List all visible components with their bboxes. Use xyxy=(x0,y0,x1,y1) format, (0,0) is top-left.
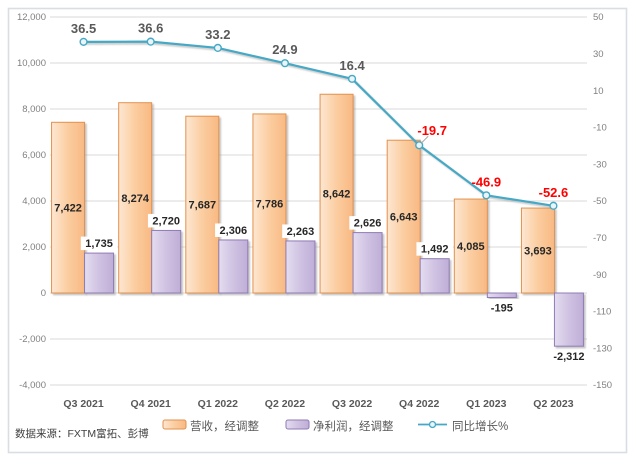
net-profit-bar xyxy=(218,239,249,294)
net-profit-bar xyxy=(419,258,450,294)
revenue-bar xyxy=(118,102,153,294)
legend-label-revenue: 营收，经调整 xyxy=(190,419,259,433)
revenue-value-label: 7,422 xyxy=(54,203,82,215)
x-axis-label: Q1 2023 xyxy=(466,398,506,410)
revenue-value-label: 8,642 xyxy=(323,189,351,201)
left-axis-tick: 0 xyxy=(41,288,46,299)
left-axis-tick: -4,000 xyxy=(19,380,46,391)
label-backplate xyxy=(147,213,185,228)
label-backplate xyxy=(80,236,118,251)
revenue-value-label: 7,687 xyxy=(189,200,217,212)
right-axis-tick: -50 xyxy=(593,196,607,207)
x-axis-label: Q4 2022 xyxy=(399,398,439,410)
revenue-bar xyxy=(252,113,287,294)
label-backplate xyxy=(215,223,252,237)
right-axis-tick: -70 xyxy=(593,233,607,244)
net-profit-bar xyxy=(285,240,316,294)
growth-marker xyxy=(549,201,558,210)
growth-marker xyxy=(347,74,357,83)
net-profit-bar xyxy=(84,252,115,294)
x-axis-label: Q3 2022 xyxy=(332,398,372,410)
left-axis-tick: -2,000 xyxy=(19,334,46,345)
growth-marker xyxy=(146,37,155,46)
label-backplate xyxy=(349,216,386,230)
growth-value-label: -19.7 xyxy=(417,123,447,138)
net-profit-value-label: 2,263 xyxy=(287,226,315,238)
revenue-bar xyxy=(185,115,220,294)
label-backplate xyxy=(282,224,319,238)
revenue-value-label: 8,274 xyxy=(121,193,149,205)
growth-value-label: 36.6 xyxy=(138,21,163,36)
growth-marker xyxy=(79,37,88,46)
legend-swatch-net-profit xyxy=(285,419,310,430)
legend-line-marker xyxy=(428,420,437,429)
revenue-bar xyxy=(319,93,354,294)
growth-value-label: -46.9 xyxy=(471,174,501,189)
x-axis-label: Q1 2022 xyxy=(198,398,238,410)
right-axis-tick: -30 xyxy=(593,159,607,170)
growth-value-label: -52.6 xyxy=(539,185,569,200)
left-axis-tick: 2,000 xyxy=(22,242,46,253)
revenue-bar xyxy=(453,198,488,294)
net-profit-value-label: 2,306 xyxy=(220,225,248,237)
right-axis-tick: -90 xyxy=(593,270,607,281)
revenue-value-label: 6,643 xyxy=(390,212,418,224)
growth-value-label: 33.2 xyxy=(205,27,230,42)
growth-line xyxy=(83,40,554,207)
growth-marker xyxy=(213,43,222,53)
legend-label-net-profit: 净利润，经调整 xyxy=(313,419,394,433)
growth-marker xyxy=(415,141,424,150)
x-axis-label: Q4 2021 xyxy=(131,398,171,410)
x-axis-label: Q3 2021 xyxy=(63,398,103,410)
legend-swatch-revenue xyxy=(162,419,187,430)
right-axis-tick: 10 xyxy=(593,86,604,97)
net-profit-value-label: 2,720 xyxy=(152,215,180,227)
source-note: 数据来源：FXTM富拓、彭博 xyxy=(15,428,149,440)
right-axis-tick: -150 xyxy=(593,380,612,391)
x-axis-label: Q2 2023 xyxy=(533,398,573,410)
right-axis-tick: -110 xyxy=(593,307,611,318)
net-profit-value-label: 2,626 xyxy=(354,218,382,230)
net-profit-bar xyxy=(553,292,584,347)
revenue-bar xyxy=(51,121,86,294)
x-axis-label: Q2 2022 xyxy=(265,398,305,410)
left-axis-tick: 8,000 xyxy=(22,104,46,115)
right-axis-tick: 50 xyxy=(593,12,604,23)
revenue-value-label: 7,786 xyxy=(256,198,284,210)
label-leader-line xyxy=(420,135,429,144)
net-profit-bar xyxy=(352,232,383,294)
left-axis-tick: 4,000 xyxy=(22,196,46,207)
net-profit-bar xyxy=(486,292,517,298)
revenue-bar xyxy=(386,139,421,294)
growth-value-label: 16.4 xyxy=(339,58,365,73)
revenue-bar xyxy=(520,207,555,294)
right-axis-tick: 30 xyxy=(593,49,604,60)
right-axis-tick: -130 xyxy=(593,343,612,354)
right-axis-tick: -10 xyxy=(593,123,607,134)
net-profit-value-label: -195 xyxy=(491,302,513,314)
left-axis-tick: 6,000 xyxy=(22,150,46,161)
net-profit-value-label: -2,312 xyxy=(553,351,584,363)
growth-marker xyxy=(482,191,491,200)
revenue-value-label: 3,693 xyxy=(524,246,552,258)
net-profit-value-label: 1,735 xyxy=(85,238,113,250)
legend-label-growth: 同比增长% xyxy=(452,419,508,433)
net-profit-bar xyxy=(151,229,182,294)
growth-value-label: 36.5 xyxy=(71,21,96,36)
left-axis-tick: 12,000 xyxy=(17,12,46,23)
growth-value-label: 24.9 xyxy=(272,42,297,57)
net-profit-value-label: 1,492 xyxy=(421,244,449,256)
revenue-value-label: 4,085 xyxy=(457,241,485,253)
left-axis-tick: 10,000 xyxy=(17,58,46,69)
growth-marker xyxy=(280,59,290,68)
label-backplate xyxy=(416,242,453,256)
